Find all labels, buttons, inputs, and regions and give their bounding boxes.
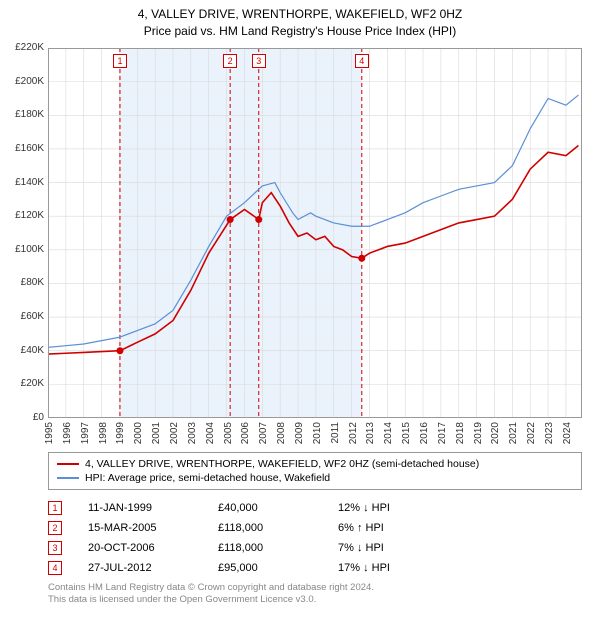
x-axis-tick-label: 1999 <box>115 422 126 444</box>
event-marker-label: 3 <box>252 54 266 68</box>
event-date: 11-JAN-1999 <box>88 502 218 514</box>
x-axis-tick-label: 2022 <box>526 422 537 444</box>
x-axis-tick-label: 1998 <box>98 422 109 444</box>
x-axis-tick-label: 2007 <box>258 422 269 444</box>
legend-swatch <box>57 463 79 465</box>
x-axis-tick-label: 2002 <box>169 422 180 444</box>
x-axis-tick-label: 1996 <box>62 422 73 444</box>
event-price: £40,000 <box>218 502 338 514</box>
x-axis-tick-label: 2017 <box>437 422 448 444</box>
footer-attribution: Contains HM Land Registry data © Crown c… <box>48 582 582 607</box>
x-axis-tick-label: 2018 <box>455 422 466 444</box>
event-date: 20-OCT-2006 <box>88 542 218 554</box>
x-axis-tick-label: 1997 <box>80 422 91 444</box>
y-axis-tick-label: £60K <box>21 311 44 322</box>
event-row: 1 11-JAN-1999 £40,000 12% ↓ HPI <box>48 498 582 518</box>
x-axis-tick-label: 2016 <box>419 422 430 444</box>
y-axis-tick-label: £220K <box>15 42 44 53</box>
x-axis-tick-label: 2010 <box>312 422 323 444</box>
x-axis-tick-label: 2012 <box>348 422 359 444</box>
event-diff: 12% ↓ HPI <box>338 502 448 514</box>
x-axis-tick-label: 2024 <box>562 422 573 444</box>
event-marker-label: 2 <box>223 54 237 68</box>
event-price: £118,000 <box>218 522 338 534</box>
event-diff: 6% ↑ HPI <box>338 522 448 534</box>
x-axis-tick-label: 2013 <box>365 422 376 444</box>
x-axis-tick-label: 2001 <box>151 422 162 444</box>
legend-item: 4, VALLEY DRIVE, WRENTHORPE, WAKEFIELD, … <box>57 457 573 471</box>
x-axis-tick-label: 2015 <box>401 422 412 444</box>
event-row: 4 27-JUL-2012 £95,000 17% ↓ HPI <box>48 558 582 578</box>
event-marker-badge: 2 <box>48 521 62 535</box>
x-axis-tick-label: 2006 <box>240 422 251 444</box>
footer-line: Contains HM Land Registry data © Crown c… <box>48 582 582 594</box>
event-diff: 17% ↓ HPI <box>338 562 448 574</box>
event-price: £95,000 <box>218 562 338 574</box>
x-axis-tick-label: 2004 <box>205 422 216 444</box>
x-axis-tick-label: 2019 <box>473 422 484 444</box>
legend: 4, VALLEY DRIVE, WRENTHORPE, WAKEFIELD, … <box>48 452 582 490</box>
event-marker-badge: 1 <box>48 501 62 515</box>
y-axis-tick-label: £80K <box>21 277 44 288</box>
title-subtitle: Price paid vs. HM Land Registry's House … <box>0 23 600 40</box>
x-axis-tick-label: 2020 <box>490 422 501 444</box>
event-date: 15-MAR-2005 <box>88 522 218 534</box>
x-axis-tick-label: 2000 <box>133 422 144 444</box>
legend-label: HPI: Average price, semi-detached house,… <box>85 472 330 484</box>
y-axis-tick-label: £200K <box>15 76 44 87</box>
x-axis-tick-label: 2003 <box>187 422 198 444</box>
event-table: 1 11-JAN-1999 £40,000 12% ↓ HPI 2 15-MAR… <box>48 498 582 578</box>
y-axis-tick-label: £180K <box>15 109 44 120</box>
x-axis-tick-label: 1995 <box>44 422 55 444</box>
footer-line: This data is licensed under the Open Gov… <box>48 594 582 606</box>
x-axis-tick-label: 2009 <box>294 422 305 444</box>
y-axis-tick-label: £120K <box>15 210 44 221</box>
legend-swatch <box>57 477 79 479</box>
x-axis-tick-label: 2023 <box>544 422 555 444</box>
chart-svg <box>48 48 582 418</box>
event-marker-badge: 3 <box>48 541 62 555</box>
x-axis-tick-label: 2005 <box>223 422 234 444</box>
event-row: 3 20-OCT-2006 £118,000 7% ↓ HPI <box>48 538 582 558</box>
title-address: 4, VALLEY DRIVE, WRENTHORPE, WAKEFIELD, … <box>0 6 600 23</box>
event-marker-label: 4 <box>355 54 369 68</box>
x-axis-tick-label: 2008 <box>276 422 287 444</box>
x-axis-tick-label: 2011 <box>330 422 341 444</box>
y-axis-tick-label: £140K <box>15 177 44 188</box>
legend-item: HPI: Average price, semi-detached house,… <box>57 471 573 485</box>
legend-label: 4, VALLEY DRIVE, WRENTHORPE, WAKEFIELD, … <box>85 458 479 470</box>
event-date: 27-JUL-2012 <box>88 562 218 574</box>
event-row: 2 15-MAR-2005 £118,000 6% ↑ HPI <box>48 518 582 538</box>
y-axis-tick-label: £20K <box>21 378 44 389</box>
y-axis-tick-label: £160K <box>15 143 44 154</box>
y-axis-tick-label: £40K <box>21 345 44 356</box>
event-marker-badge: 4 <box>48 561 62 575</box>
chart-title: 4, VALLEY DRIVE, WRENTHORPE, WAKEFIELD, … <box>0 0 600 40</box>
chart-plot-area <box>48 48 582 418</box>
event-diff: 7% ↓ HPI <box>338 542 448 554</box>
event-price: £118,000 <box>218 542 338 554</box>
y-axis-tick-label: £100K <box>15 244 44 255</box>
y-axis-tick-label: £0 <box>33 412 44 423</box>
x-axis-tick-label: 2014 <box>383 422 394 444</box>
x-axis-tick-label: 2021 <box>508 422 519 444</box>
event-marker-label: 1 <box>113 54 127 68</box>
